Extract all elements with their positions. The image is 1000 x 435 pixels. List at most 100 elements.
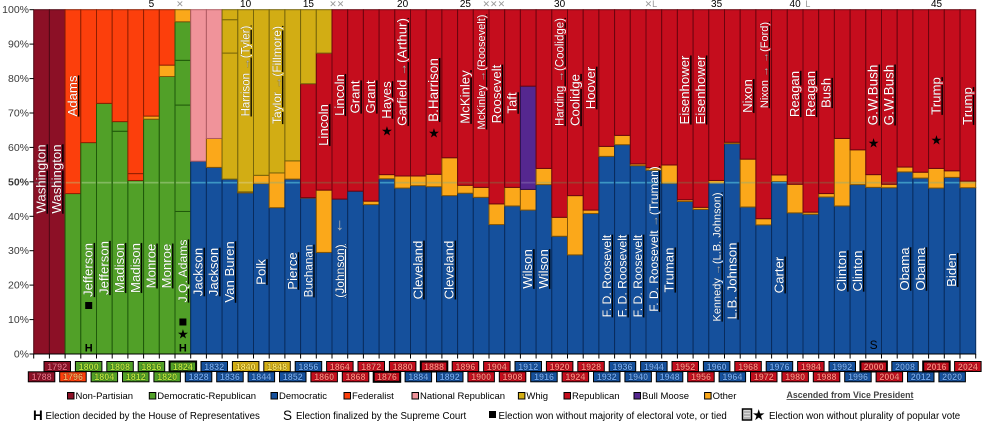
- svg-text:Republican: Republican: [572, 391, 620, 402]
- svg-text:45: 45: [931, 0, 943, 10]
- svg-text:J.Q. Adams: J.Q. Adams: [176, 240, 190, 303]
- svg-text:Monroe: Monroe: [143, 244, 158, 289]
- svg-text:S: S: [870, 338, 878, 352]
- svg-text:Jefferson: Jefferson: [96, 241, 111, 295]
- svg-text:2020: 2020: [942, 372, 962, 382]
- svg-text:Polk: Polk: [253, 259, 268, 285]
- svg-text:Monroe: Monroe: [159, 244, 174, 289]
- svg-text:1856: 1856: [298, 362, 318, 372]
- svg-text:Eisenhower: Eisenhower: [677, 55, 692, 125]
- svg-text:Jackson: Jackson: [191, 248, 206, 296]
- svg-text:Truman: Truman: [662, 248, 677, 293]
- svg-text:Hoover: Hoover: [583, 66, 598, 109]
- svg-text:Election won without plurality: Election won without plurality of popula…: [769, 411, 960, 422]
- svg-text:★: ★: [381, 124, 393, 139]
- svg-text:1948: 1948: [660, 372, 680, 382]
- svg-text:F. D. Roosevelt: F. D. Roosevelt: [631, 234, 645, 317]
- svg-text:1904: 1904: [487, 362, 507, 372]
- svg-text:Jefferson: Jefferson: [81, 243, 96, 297]
- svg-text:Obama: Obama: [913, 247, 928, 291]
- svg-text:1860: 1860: [314, 372, 334, 382]
- svg-text:Lincoln: Lincoln: [332, 74, 347, 116]
- svg-text:F. D. Roosevelt: F. D. Roosevelt: [600, 234, 614, 317]
- svg-text:Reagan: Reagan: [787, 71, 802, 117]
- svg-text:2004: 2004: [879, 372, 899, 382]
- svg-text:Van Buren: Van Buren: [222, 241, 237, 302]
- svg-text:1944: 1944: [644, 362, 664, 372]
- svg-text:1820: 1820: [157, 372, 177, 382]
- svg-text:1908: 1908: [502, 372, 522, 382]
- svg-text:40: 40: [790, 0, 802, 10]
- svg-text:Democratic: Democratic: [279, 391, 327, 402]
- svg-text:1916: 1916: [534, 372, 554, 382]
- svg-text:✕: ✕: [176, 0, 184, 9]
- svg-text:1956: 1956: [691, 372, 711, 382]
- svg-text:✕✕✕: ✕✕✕: [482, 0, 505, 9]
- svg-text:Obama: Obama: [897, 247, 912, 291]
- svg-text:★: ★: [931, 133, 943, 148]
- svg-text:G.W.Bush: G.W.Bush: [881, 65, 896, 126]
- svg-text:Adams: Adams: [65, 75, 80, 116]
- svg-text:1920: 1920: [550, 362, 570, 372]
- svg-text:1972: 1972: [754, 372, 774, 382]
- svg-text:Non-Partisian: Non-Partisian: [76, 391, 134, 402]
- svg-text:1952: 1952: [675, 362, 695, 372]
- svg-text:15: 15: [303, 0, 315, 10]
- svg-text:1832: 1832: [204, 362, 224, 372]
- svg-text:1844: 1844: [251, 372, 271, 382]
- svg-text:Bush: Bush: [819, 78, 834, 108]
- svg-text:5: 5: [149, 0, 155, 10]
- svg-text:Election won without majority: Election won without majority of elector…: [499, 411, 727, 422]
- svg-text:Taylor →(Fillmore): Taylor →(Fillmore): [270, 26, 284, 124]
- svg-text:0%: 0%: [14, 349, 29, 361]
- svg-text:Whig: Whig: [526, 391, 548, 402]
- svg-text:H: H: [85, 343, 93, 355]
- svg-text:Election decided by the House: Election decided by the House of Represe…: [46, 411, 260, 422]
- svg-text:1876: 1876: [377, 372, 397, 382]
- svg-text:McKinley: McKinley: [457, 70, 472, 124]
- svg-text:1976: 1976: [769, 362, 789, 372]
- svg-text:1840: 1840: [236, 362, 256, 372]
- svg-text:1928: 1928: [581, 362, 601, 372]
- svg-text:1992: 1992: [832, 362, 852, 372]
- svg-text:G.W.Bush: G.W.Bush: [866, 65, 881, 126]
- svg-text:1996: 1996: [848, 372, 868, 382]
- svg-text:1880: 1880: [393, 362, 413, 372]
- svg-text:1800: 1800: [79, 362, 99, 372]
- svg-text:★: ★: [428, 126, 440, 141]
- svg-text:Madison: Madison: [112, 243, 127, 293]
- svg-text:2024: 2024: [958, 362, 978, 372]
- svg-text:1836: 1836: [220, 372, 240, 382]
- svg-text:1804: 1804: [94, 372, 114, 382]
- svg-text:Clinton: Clinton: [850, 250, 865, 291]
- svg-text:Nixon: Nixon: [740, 79, 755, 113]
- svg-text:1892: 1892: [440, 372, 460, 382]
- svg-text:F. D. Roosevelt: F. D. Roosevelt: [616, 234, 630, 317]
- svg-text:1808: 1808: [110, 362, 130, 372]
- svg-text:L: L: [805, 0, 810, 9]
- svg-text:Kennedy →(L.B. Johnson): Kennedy →(L.B. Johnson): [712, 192, 724, 321]
- svg-text:Roosevelt: Roosevelt: [489, 64, 504, 123]
- svg-text:B.Harrison: B.Harrison: [426, 58, 441, 122]
- svg-text:1980: 1980: [785, 372, 805, 382]
- svg-text:1968: 1968: [738, 362, 758, 372]
- svg-text:1884: 1884: [408, 372, 428, 382]
- svg-text:Washington: Washington: [34, 144, 49, 213]
- svg-text:Buchanan: Buchanan: [302, 245, 315, 298]
- svg-text:2000: 2000: [864, 362, 884, 372]
- svg-text:1864: 1864: [330, 362, 350, 372]
- svg-text:1824: 1824: [173, 362, 193, 372]
- svg-text:1812: 1812: [126, 372, 146, 382]
- svg-text:Bull Moose: Bull Moose: [642, 391, 689, 402]
- svg-text:Federalist: Federalist: [352, 391, 394, 402]
- svg-text:35: 35: [711, 0, 723, 10]
- svg-text:1848: 1848: [267, 362, 287, 372]
- svg-text:2016: 2016: [926, 362, 946, 372]
- svg-text:10%: 10%: [8, 314, 29, 326]
- svg-text:Washington: Washington: [49, 144, 64, 213]
- svg-text:Nixon → →(Ford): Nixon → →(Ford): [759, 22, 771, 108]
- svg-text:1900: 1900: [471, 372, 491, 382]
- svg-text:2008: 2008: [895, 362, 915, 372]
- svg-text:1988: 1988: [816, 372, 836, 382]
- svg-text:Eisenhower: Eisenhower: [693, 55, 708, 125]
